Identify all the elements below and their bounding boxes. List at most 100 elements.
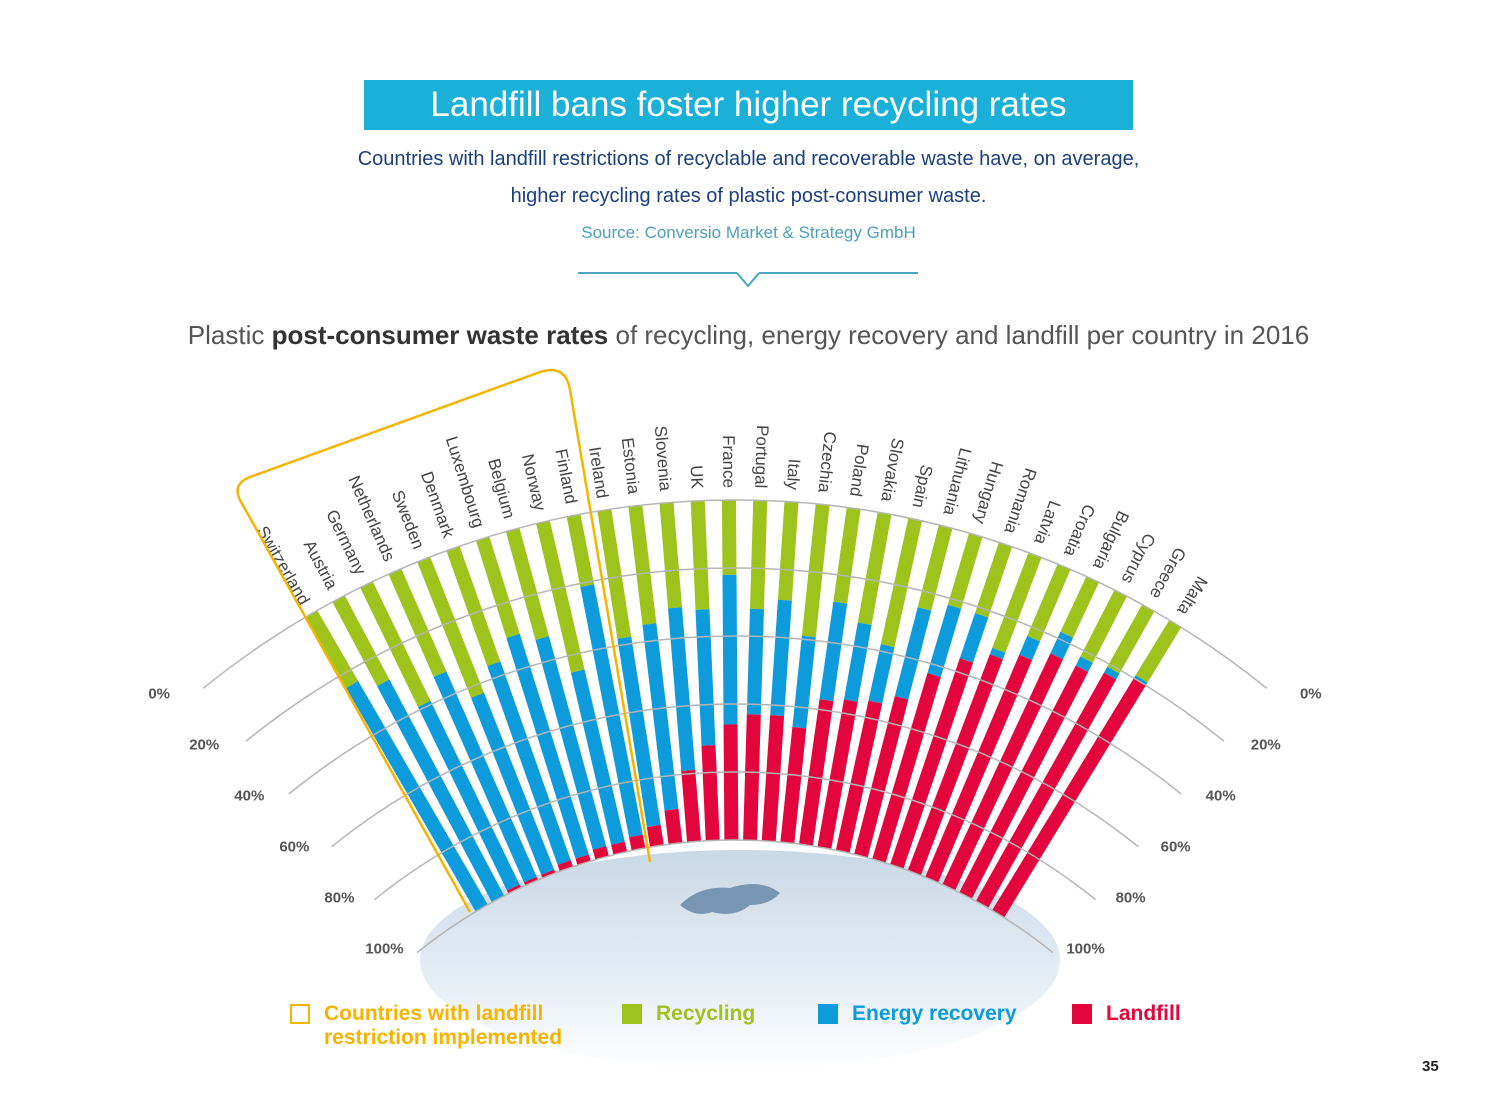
bar-segment-recycling [566, 514, 595, 587]
bar-segment-landfill [907, 654, 1003, 876]
country-label: Malta [1173, 573, 1211, 619]
country-label: Belgium [484, 456, 518, 520]
bar-segment-energy-recovery [792, 635, 816, 729]
country-label: Hungary [970, 459, 1007, 526]
bar-segment-recycling [659, 502, 682, 609]
bar-segment-energy-recovery [868, 644, 895, 704]
bar-segment-energy-recovery [433, 671, 537, 883]
country-label: Switzerland [253, 523, 314, 609]
axis-tick-label: 100% [365, 940, 403, 957]
bar-segment-recycling [332, 595, 390, 687]
bar-segment-recycling [446, 546, 501, 667]
axis-tick-label: 80% [324, 889, 354, 906]
grid-arc [416, 839, 1054, 954]
bar-segment-recycling [974, 542, 1013, 618]
axis-tick-label: 40% [234, 788, 264, 805]
country-label: Lithuania [939, 446, 975, 518]
page-title: Landfill bans foster higher recycling ra… [364, 80, 1133, 130]
bar-segment-recycling [360, 581, 431, 707]
bar-segment-energy-recovery [819, 601, 848, 702]
legend-recycling: Recycling [622, 1002, 755, 1026]
legend-restriction: Countries with landfill restriction imple… [290, 1002, 562, 1050]
bar-segment-landfill [942, 653, 1063, 891]
bar-segment-energy-recovery [570, 669, 625, 845]
legend-restriction-line1: Countries with landfill [324, 1002, 544, 1025]
bar-segment-landfill [959, 665, 1089, 899]
europe-shape [680, 884, 780, 914]
bar-segment-landfill [925, 654, 1033, 883]
axis-tick-label: 20% [1251, 737, 1281, 754]
source-note: Source: Conversio Market & Strategy GmbH [581, 223, 916, 242]
globe-image [420, 850, 1060, 1070]
country-label: France [719, 435, 738, 488]
bar-segment-energy-recovery [843, 622, 872, 702]
legend-restriction-line2: restriction implemented [324, 1026, 563, 1049]
bar-segment-energy-recovery [617, 636, 661, 827]
bar-segment-landfill [817, 699, 858, 850]
bar-segment-landfill [681, 769, 702, 843]
grid-arc [373, 771, 1097, 901]
bar-segment-recycling [628, 505, 657, 625]
bar-segment-landfill [557, 860, 574, 872]
landfill-restriction-outline [236, 368, 652, 913]
country-label: Italy [783, 458, 804, 491]
country-label: Czechia [814, 431, 839, 495]
chart-heading-before: Plastic [187, 320, 272, 350]
bar-segment-recycling [417, 556, 485, 698]
country-label: Estonia [618, 437, 644, 496]
bar-segment-recycling [801, 503, 830, 638]
bar-segment-landfill [646, 824, 664, 848]
subtitle-line-2: higher recycling rates of plastic post-c… [510, 185, 987, 207]
bar-segment-landfill [611, 841, 628, 855]
bar-segment-landfill [872, 673, 941, 863]
legend-energy: Energy recovery [818, 1002, 1017, 1026]
bar-segment-recycling [475, 536, 520, 638]
bar-segment-recycling [992, 552, 1042, 653]
bar-segment-energy-recovery [695, 609, 716, 746]
bar-segment-landfill [701, 745, 720, 841]
bar-segment-recycling [1027, 563, 1071, 642]
bar-segment-recycling [690, 500, 710, 610]
bar-segment-recycling [388, 568, 447, 678]
legend-recycling-label: Recycling [656, 1002, 756, 1025]
bar-segment-energy-recovery [506, 633, 589, 859]
bar-segment-recycling [880, 517, 923, 648]
bar-segment-landfill [592, 846, 609, 860]
bar-segment-recycling [536, 520, 585, 673]
legend-recycling-swatch [622, 1004, 642, 1024]
page-number: 35 [1422, 1058, 1439, 1075]
bar-segment-recycling [505, 527, 549, 640]
grid-arc [245, 567, 1225, 742]
bar-segment-energy-recovery [487, 661, 571, 865]
country-label: Cyprus [1118, 530, 1159, 587]
legend-landfill-swatch [1072, 1004, 1092, 1024]
bar-segment-landfill [664, 808, 683, 845]
axis-tick-label: 60% [279, 838, 309, 855]
bar-segment-landfill [780, 727, 807, 844]
axis-tick-label: 60% [1161, 838, 1191, 855]
bar-segment-energy-recovery [535, 636, 607, 850]
bar-segment-energy-recovery [471, 692, 555, 875]
bar-segment-landfill [890, 658, 974, 869]
bar-segment-energy-recovery [668, 607, 696, 772]
bar-segment-energy-recovery [894, 607, 932, 700]
bar-segment-recycling [597, 509, 632, 639]
bar-segment-landfill [575, 854, 591, 866]
bar-segment-recycling [1060, 576, 1099, 638]
bar-segment-energy-recovery [746, 608, 764, 715]
axis-tick-label: 20% [189, 737, 219, 754]
bar-segment-recycling [1135, 620, 1182, 683]
axis-tick-label: 80% [1116, 889, 1146, 906]
bar-segment-recycling [857, 512, 892, 626]
bar-segment-energy-recovery [722, 574, 738, 725]
grid-arc [202, 499, 1268, 689]
chart-heading-after: of recycling, energy recovery and landfi… [608, 320, 1310, 350]
country-label: Slovenia [651, 425, 675, 492]
bar-segment-landfill [835, 700, 883, 854]
bar-segment-energy-recovery [642, 623, 679, 811]
country-label: Croatia [1060, 501, 1099, 559]
bar-segment-landfill [798, 699, 834, 846]
bar-segment-landfill [629, 834, 646, 851]
country-label: Latvia [1030, 498, 1064, 548]
bar-segment-recycling [833, 507, 861, 604]
